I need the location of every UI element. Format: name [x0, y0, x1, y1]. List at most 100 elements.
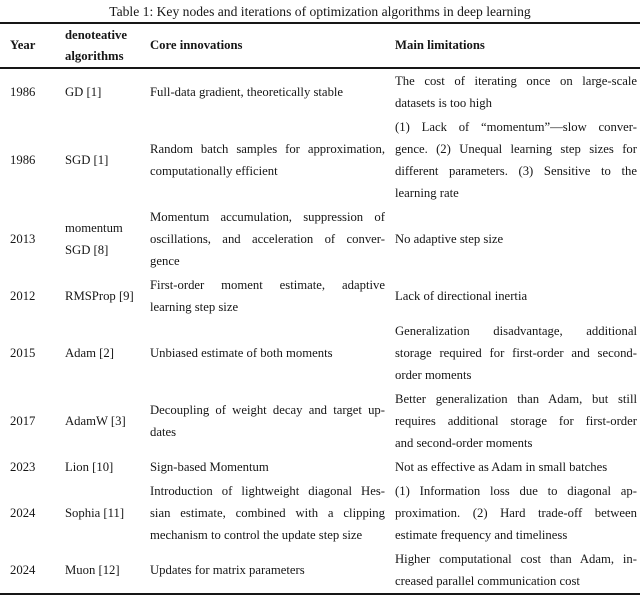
- text-line: 1986: [10, 153, 36, 167]
- text-line: Introduction of lightweight diagonal Hes…: [150, 484, 385, 498]
- text-line: Lack of directional inertia: [395, 289, 528, 303]
- text-line: 2013: [10, 232, 36, 246]
- text-line: learning rate: [395, 186, 459, 200]
- table-header-rule: [0, 67, 640, 69]
- text-line: gence. (2) Unequal learning step sizes f…: [395, 142, 637, 156]
- limitations-cell: The cost of iterating once on large-scal…: [395, 70, 640, 114]
- limitations-cell: Not as effective as Adam in small batche…: [395, 456, 640, 478]
- text-line: mechanism to control the update step siz…: [150, 528, 363, 542]
- text-line: 2024: [10, 506, 36, 520]
- limitations-cell: Lack of directional inertia: [395, 285, 640, 307]
- year-cell: 2024: [0, 502, 65, 524]
- text-line: RMSProp [9]: [65, 289, 134, 303]
- limitations-cell: No adaptive step size: [395, 228, 640, 250]
- table-row: 2013 momentum SGD [8] Momentum accumulation…: [0, 205, 640, 273]
- limitations-cell: Generalization disadvantage, additional s…: [395, 320, 640, 386]
- header-label: Main limitations: [395, 38, 485, 52]
- table-row: 2012 RMSProp [9] First-order moment estima…: [0, 273, 640, 319]
- limitations-cell: (1) Information loss due to diagonal ap-…: [395, 480, 640, 546]
- text-line: Better generalization than Adam, but sti…: [395, 392, 637, 406]
- year-cell: 2017: [0, 410, 65, 432]
- core-innovations-cell: Decoupling of weight decay and target up…: [150, 399, 395, 443]
- text-line: order moments: [395, 368, 472, 382]
- text-line: The cost of iterating once on large-scal…: [395, 74, 637, 88]
- text-line: Adam [2]: [65, 346, 114, 360]
- core-innovations-cell: Introduction of lightweight diagonal Hes…: [150, 480, 395, 546]
- table-top-rule: [0, 22, 640, 24]
- text-line: Sign-based Momentum: [150, 460, 269, 474]
- algorithm-cell: GD [1]: [65, 81, 150, 103]
- algorithm-cell: Adam [2]: [65, 342, 150, 364]
- text-line: SGD [1]: [65, 153, 109, 167]
- text-line: Generalization disadvantage, additional: [395, 324, 637, 338]
- year-cell: 2024: [0, 559, 65, 581]
- year-cell: 2015: [0, 342, 65, 364]
- header-label-line: denoteative: [65, 27, 128, 42]
- text-line: Updates for matrix parameters: [150, 563, 305, 577]
- text-line: Muon [12]: [65, 563, 120, 577]
- text-line: momentum: [65, 221, 123, 235]
- text-line: 1986: [10, 85, 36, 99]
- limitations-cell: Higher computational cost than Adam, in-…: [395, 548, 640, 592]
- table-row: 1986 SGD [1] Random batch samples for appr…: [0, 115, 640, 205]
- core-innovations-cell: Unbiased estimate of both moments: [150, 342, 395, 364]
- text-line: Sophia [11]: [65, 506, 125, 520]
- table-header-row: Year denoteative algorithms Core innovat…: [0, 24, 640, 67]
- core-innovations-cell: Sign-based Momentum: [150, 456, 395, 478]
- text-line: learning step size: [150, 300, 239, 314]
- text-line: computationally efficient: [150, 164, 278, 178]
- text-line: creased parallel communication cost: [395, 574, 580, 588]
- core-innovations-cell: Full-data gradient, theoretically stable: [150, 81, 395, 103]
- algorithm-cell: Sophia [11]: [65, 502, 150, 524]
- header-label: Year: [10, 38, 36, 52]
- header-label-line: algorithms: [65, 48, 124, 63]
- column-header-algorithms: denoteative algorithms: [65, 25, 150, 67]
- text-line: (1) Lack of “momentum”—slow conver-: [395, 120, 637, 134]
- table-row: 2015 Adam [2] Unbiased estimate of both mo…: [0, 319, 640, 387]
- year-cell: 2013: [0, 228, 65, 250]
- limitations-cell: (1) Lack of “momentum”—slow conver-gence…: [395, 116, 640, 204]
- text-line: 2024: [10, 563, 36, 577]
- algorithm-cell: Muon [12]: [65, 559, 150, 581]
- table-row: 2024 Muon [12] Updates for matrix paramete…: [0, 547, 640, 593]
- table-row: 2023 Lion [10] Sign-based Momentum Not as e…: [0, 455, 640, 479]
- text-line: sian estimate, combined with a clipping: [150, 506, 385, 520]
- core-innovations-cell: First-order moment estimate, adaptive lea…: [150, 274, 395, 318]
- year-cell: 1986: [0, 149, 65, 171]
- text-line: Decoupling of weight decay and target up…: [150, 403, 385, 417]
- text-line: 2017: [10, 414, 36, 428]
- core-innovations-cell: Random batch samples for approximation, c…: [150, 138, 395, 182]
- table-bottom-rule: [0, 593, 640, 595]
- table-row: 1986 GD [1] Full-data gradient, theoretica…: [0, 69, 640, 115]
- algorithm-cell: momentum SGD [8]: [65, 217, 150, 261]
- text-line: Full-data gradient, theoretically stable: [150, 85, 344, 99]
- algorithm-cell: SGD [1]: [65, 149, 150, 171]
- text-line: Random batch samples for approximation,: [150, 142, 385, 156]
- text-line: storage required for first-order and sec…: [395, 346, 637, 360]
- text-line: requires additional storage for first-or…: [395, 414, 637, 428]
- text-line: Lion [10]: [65, 460, 114, 474]
- table-row: 2017 AdamW [3] Decoupling of weight decay …: [0, 387, 640, 455]
- text-line: Not as effective as Adam in small batche…: [395, 460, 608, 474]
- algorithm-cell: RMSProp [9]: [65, 285, 150, 307]
- table-caption: Table 1: Key nodes and iterations of opt…: [109, 4, 531, 19]
- column-header-main-limitations: Main limitations: [395, 35, 640, 56]
- text-line: SGD [8]: [65, 243, 109, 257]
- text-line: GD [1]: [65, 85, 102, 99]
- text-line: First-order moment estimate, adaptive: [150, 278, 385, 292]
- year-cell: 2023: [0, 456, 65, 478]
- text-line: and second-order moments: [395, 436, 533, 450]
- column-header-year: Year: [0, 35, 65, 56]
- text-line: No adaptive step size: [395, 232, 504, 246]
- algorithm-cell: AdamW [3]: [65, 410, 150, 432]
- core-innovations-cell: Momentum accumulation, suppression of osc…: [150, 206, 395, 272]
- text-line: AdamW [3]: [65, 414, 126, 428]
- text-line: estimate frequency and timeliness: [395, 528, 568, 542]
- limitations-cell: Better generalization than Adam, but sti…: [395, 388, 640, 454]
- text-line: dates: [150, 425, 177, 439]
- text-line: different parameters. (3) Sensitive to t…: [395, 164, 637, 178]
- algorithm-cell: Lion [10]: [65, 456, 150, 478]
- text-line: datasets is too high: [395, 96, 492, 110]
- text-line: gence: [150, 254, 180, 268]
